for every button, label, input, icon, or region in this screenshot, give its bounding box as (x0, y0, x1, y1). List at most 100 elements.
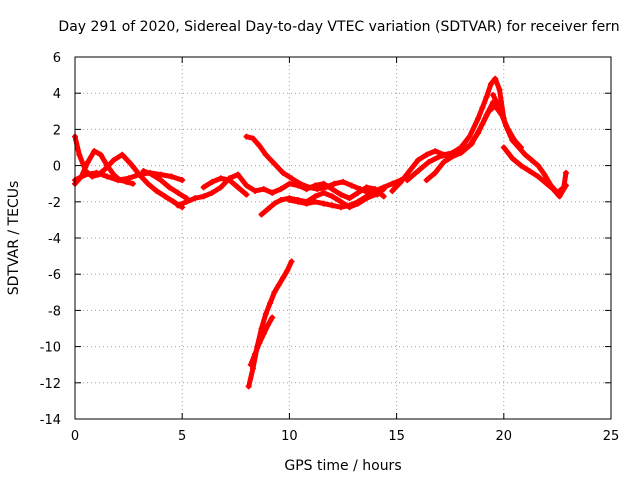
data-point (252, 187, 259, 194)
data-point (256, 339, 263, 346)
data-point (404, 177, 411, 184)
data-point (340, 178, 346, 185)
data-point (217, 184, 224, 191)
data-point (337, 204, 344, 211)
data-point (556, 193, 563, 200)
data-point (372, 187, 379, 194)
data-point (249, 135, 256, 142)
data-point (243, 182, 250, 189)
data-point (526, 168, 533, 175)
data-point (275, 282, 282, 289)
data-point (535, 173, 542, 180)
chart-title: Day 291 of 2020, Sidereal Day-to-day VTE… (58, 19, 619, 35)
data-point (127, 160, 134, 167)
data-point (286, 180, 293, 187)
data-point (517, 162, 524, 169)
data-point (423, 177, 430, 184)
data-point (329, 193, 336, 200)
y-tick-label: 6 (53, 51, 61, 66)
data-point (256, 142, 263, 149)
satellite-track-15 (423, 99, 497, 184)
data-point (496, 86, 503, 93)
data-point (355, 189, 362, 196)
y-tick-label: -12 (40, 377, 61, 392)
data-point (406, 168, 413, 175)
data-point (125, 175, 132, 182)
data-point (288, 258, 295, 265)
satellite-track-15-line (424, 99, 496, 183)
data-point (483, 111, 490, 118)
data-point (76, 151, 83, 158)
data-point (320, 200, 327, 207)
data-point (157, 177, 164, 184)
data-point (271, 160, 278, 167)
data-point (284, 267, 291, 274)
data-point (479, 104, 486, 111)
x-tick-label: 15 (388, 429, 405, 444)
data-point (423, 151, 430, 158)
data-point (487, 81, 494, 88)
data-point (294, 182, 301, 189)
data-point (329, 202, 336, 209)
data-point (157, 171, 164, 178)
x-tick-label: 10 (281, 429, 298, 444)
data-point (550, 186, 557, 193)
data-point (380, 184, 387, 191)
data-point (363, 193, 370, 200)
x-tick-label: 0 (71, 429, 79, 444)
data-point (397, 178, 404, 185)
data-point (562, 182, 569, 189)
data-point (245, 383, 252, 390)
data-point (174, 189, 181, 196)
data-point (312, 193, 319, 200)
data-point (320, 189, 327, 196)
data-point (449, 153, 456, 160)
data-point (104, 173, 111, 180)
data-point (264, 206, 271, 213)
data-point (260, 330, 267, 337)
data-point (312, 198, 319, 205)
data-point (144, 180, 151, 187)
data-point (217, 175, 224, 182)
series-layer (72, 75, 569, 390)
data-point (509, 155, 516, 162)
data-point (466, 142, 473, 149)
data-point (490, 92, 497, 99)
data-point (97, 151, 104, 158)
x-axis-label: GPS time / hours (284, 458, 401, 474)
data-point (500, 144, 507, 151)
data-point (346, 195, 353, 202)
data-point (475, 115, 482, 122)
satellite-track-3 (72, 169, 186, 184)
data-point (432, 148, 439, 155)
data-point (129, 180, 136, 187)
data-point (286, 196, 293, 203)
data-point (84, 158, 91, 165)
data-point (153, 187, 160, 194)
data-point (82, 171, 89, 178)
data-point (425, 158, 432, 165)
data-point (249, 365, 256, 372)
data-point (247, 361, 254, 368)
data-point (440, 158, 447, 165)
satellite-track-6 (200, 175, 250, 198)
data-point (355, 198, 362, 205)
data-point (271, 200, 278, 207)
data-point (279, 169, 286, 176)
data-point (93, 169, 100, 176)
data-point (269, 189, 276, 196)
x-tick-label: 5 (178, 429, 186, 444)
data-point (114, 177, 121, 184)
data-point (509, 137, 516, 144)
data-point (279, 274, 286, 281)
data-point (104, 162, 111, 169)
data-point (170, 198, 177, 205)
data-point (415, 168, 422, 175)
y-tick-label: 0 (53, 160, 61, 175)
y-axis-label: SDTVAR / TECUs (6, 181, 22, 296)
data-point (466, 133, 473, 140)
data-point (535, 162, 542, 169)
y-tick-label: -14 (40, 413, 61, 428)
data-point (166, 184, 173, 191)
